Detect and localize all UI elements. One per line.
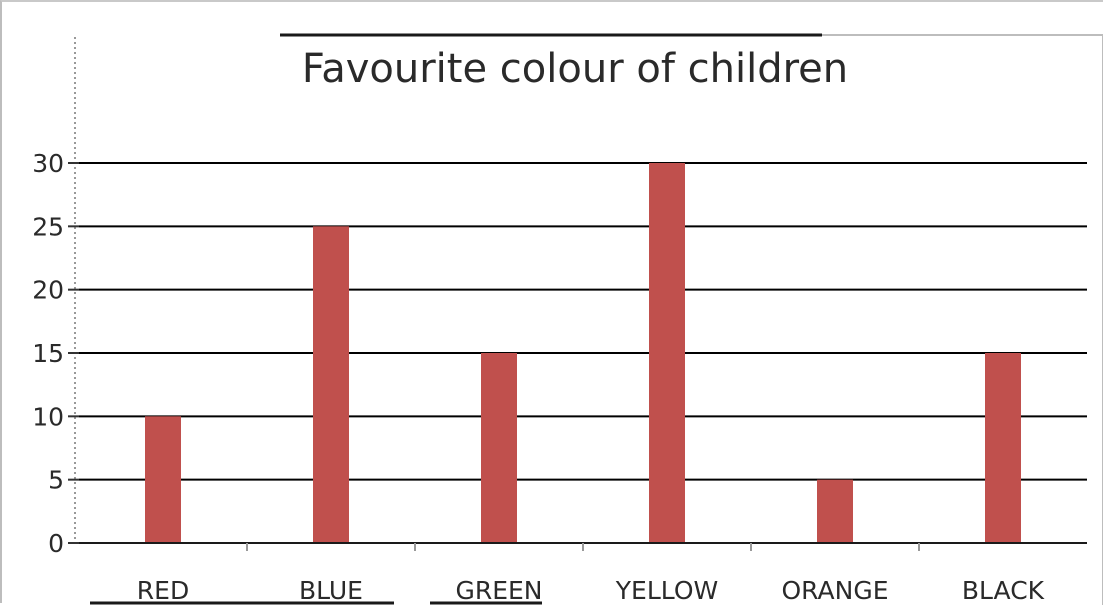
y-tick-label: 20 [32, 276, 64, 305]
bar-black [985, 353, 1021, 543]
x-tick-label: GREEN [455, 576, 542, 605]
x-axis-tick-labels: RED BLUE GREEN YELLOW ORANGE BLACK [90, 576, 1045, 605]
chart-title: Favourite colour of children [302, 46, 848, 92]
y-tick-label: 5 [48, 466, 64, 495]
y-tick-label: 10 [32, 402, 64, 431]
bar-green [481, 353, 517, 543]
bar-yellow [649, 163, 685, 543]
x-tick-label: BLACK [962, 576, 1045, 605]
y-tick-label: 0 [48, 529, 64, 558]
x-tick-label: BLUE [299, 576, 363, 605]
bar-orange [817, 479, 853, 543]
y-tick-label: 30 [32, 149, 64, 178]
y-tick-label: 25 [32, 212, 64, 241]
x-tick-label: YELLOW [615, 576, 718, 605]
y-tick-label: 15 [32, 339, 64, 368]
x-axis [79, 542, 1087, 551]
y-axis-tick-labels: 0 5 10 15 20 25 30 [32, 149, 64, 558]
bar-red [145, 416, 181, 543]
bars [145, 163, 1021, 544]
x-tick-label: RED [137, 576, 189, 605]
gridlines [68, 162, 1087, 544]
x-tick-label: ORANGE [781, 576, 888, 605]
bar-blue [313, 226, 349, 544]
